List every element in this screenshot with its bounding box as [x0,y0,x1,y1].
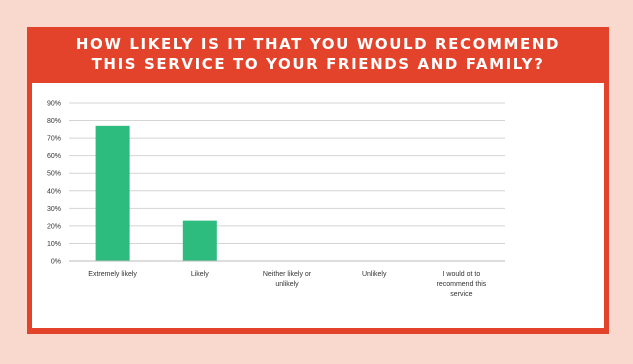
y-tick-label-40: 40% [47,188,61,195]
y-tick-label-50: 50% [47,171,61,178]
chart-title: HOW LIKELY IS IT THAT YOU WOULD RECOMMEN… [27,34,609,74]
bar-1 [182,220,217,261]
y-tick-label-10: 10% [47,241,61,248]
chart-panel: 0% 10% 20% 30% 40% 50% 60% 70% 80% 90% Extremely l… [32,83,604,328]
x-category-label-1-0: Likely [191,271,209,278]
x-category-label-2-1: unlikely [275,281,299,288]
x-category-label-2-0: Neither likely or [263,271,312,278]
x-category-label-4-0: I would ot to [443,271,481,278]
y-tick-label-0: 0% [51,259,61,266]
y-tick-label-90: 90% [47,101,61,108]
y-tick-label-60: 60% [47,153,61,160]
x-category-label-4-1: recommend this [437,281,487,288]
y-tick-label-70: 70% [47,136,61,143]
bar-0 [95,125,130,261]
x-category-label-0-0: Extremely likely [88,271,137,278]
y-tick-label-20: 20% [47,223,61,230]
y-tick-label-30: 30% [47,206,61,213]
chart-title-line-1: HOW LIKELY IS IT THAT YOU WOULD RECOMMEN… [75,35,561,53]
chart-title-line-2: THIS SERVICE TO YOUR FRIENDS AND FAMILY? [91,55,545,73]
bar-chart: 0% 10% 20% 30% 40% 50% 60% 70% 80% 90% Extremely l… [47,101,505,298]
x-category-label-4-2: service [450,291,472,298]
x-category-label-3-0: Unlikely [362,271,387,278]
survey-card: HOW LIKELY IS IT THAT YOU WOULD RECOMMEN… [27,27,609,334]
y-tick-label-80: 80% [47,118,61,125]
